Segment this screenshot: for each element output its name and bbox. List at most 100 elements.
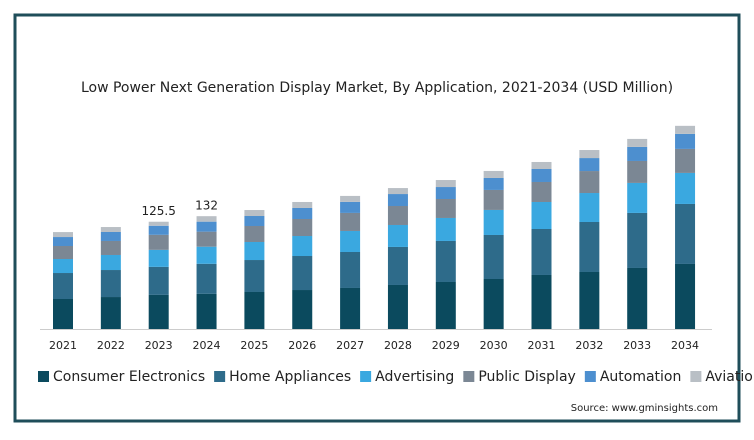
bar-segment <box>244 210 265 217</box>
legend-swatch <box>360 371 372 382</box>
bar-segment <box>148 249 169 267</box>
bar-segment <box>675 125 696 134</box>
bar-segment <box>148 221 169 226</box>
bar-segment <box>244 291 265 329</box>
x-tick-label: 2025 <box>240 339 268 352</box>
bar-segment <box>483 189 504 210</box>
bar-segment <box>196 293 217 329</box>
bar-segment <box>483 279 504 329</box>
bar-segment <box>435 240 456 282</box>
total-label: 125.5 <box>142 204 176 218</box>
bar-segment <box>340 201 361 213</box>
bar-segment <box>196 216 217 222</box>
bar-segment <box>627 212 648 268</box>
bar-segment <box>579 171 600 194</box>
bar-segment <box>53 246 73 259</box>
bar-segment <box>148 294 169 329</box>
bar-segment <box>675 203 696 264</box>
x-tick-label: 2031 <box>528 339 556 352</box>
total-label: 132 <box>195 199 218 213</box>
bar-segment <box>53 237 73 247</box>
bar-segment <box>387 194 408 207</box>
bar-segment <box>196 221 217 232</box>
bar-segment <box>435 217 456 241</box>
source: Source: www.gminsights.com <box>571 403 718 414</box>
x-tick-label: 2023 <box>145 339 173 352</box>
bar-segment <box>627 267 648 329</box>
bar-segment <box>292 207 313 219</box>
bar-segment <box>579 271 600 329</box>
bar-segment <box>292 256 313 291</box>
bar-segment <box>196 246 217 264</box>
legend-swatch <box>463 371 475 382</box>
bar-segment <box>148 225 169 235</box>
x-tick-label: 2022 <box>97 339 125 352</box>
legend-label: Home Appliances <box>229 369 351 385</box>
bar-segment <box>148 266 169 295</box>
bar-segment <box>675 148 696 173</box>
bar-segment <box>244 226 265 242</box>
bar-segment <box>435 199 456 218</box>
bar-segment <box>675 133 696 149</box>
bar-segment <box>483 209 504 235</box>
x-tick-label: 2033 <box>623 339 651 352</box>
x-tick-label: 2021 <box>49 339 77 352</box>
bar-segment <box>675 172 696 204</box>
legend-swatch <box>584 371 596 382</box>
bar-segment <box>579 193 600 222</box>
bar-segment <box>627 138 648 147</box>
chart-title: Low Power Next Generation Display Market… <box>81 80 673 96</box>
bar-segment <box>531 201 552 229</box>
bar-segment <box>435 187 456 199</box>
x-tick-label: 2027 <box>336 339 364 352</box>
x-tick-label: 2029 <box>432 339 460 352</box>
legend-label: Consumer Electronics <box>53 369 205 385</box>
bar-segment <box>292 219 313 237</box>
bar-segment <box>627 146 648 161</box>
bar-segment <box>483 170 504 178</box>
bar-segment <box>100 254 121 271</box>
bar-segment <box>579 158 600 172</box>
bar-segment <box>244 260 265 292</box>
bar-segment <box>627 160 648 183</box>
bar-segment <box>340 230 361 252</box>
bar-segment <box>387 246 408 285</box>
legend-label: Aviation <box>705 369 754 385</box>
bar-segment <box>100 231 121 241</box>
bar-segment <box>579 221 600 272</box>
bar-segment <box>244 216 265 227</box>
legend-label: Public Display <box>478 369 576 385</box>
bar-segment <box>340 251 361 288</box>
bar-segment <box>100 270 121 298</box>
bar-segment <box>100 240 121 255</box>
bar-segment <box>340 212 361 231</box>
bar-segment <box>148 234 169 250</box>
bar-segment <box>340 287 361 329</box>
bar-segment <box>53 299 73 329</box>
bar-segment <box>387 224 408 247</box>
bar-segment <box>53 259 73 274</box>
bar-segment <box>100 297 121 329</box>
bar-segment <box>435 281 456 329</box>
bar-segment <box>531 274 552 329</box>
bar-segment <box>387 188 408 195</box>
frame <box>13 13 741 423</box>
x-tick-label: 2034 <box>671 339 699 352</box>
bar-segment <box>435 180 456 188</box>
bar-segment <box>53 273 73 299</box>
bar-segment <box>292 290 313 329</box>
legend-swatch <box>38 371 49 382</box>
bar-segment <box>483 177 504 190</box>
legend-label: Advertising <box>375 369 454 385</box>
legend-swatch <box>214 371 226 382</box>
bar-segment <box>627 182 648 213</box>
bar-segment <box>196 263 217 294</box>
bar-segment <box>531 181 552 202</box>
bar-segment <box>196 231 217 247</box>
x-tick-label: 2030 <box>480 339 508 352</box>
bar-segment <box>579 150 600 159</box>
bar-segment <box>483 234 504 279</box>
bar-segment <box>340 195 361 202</box>
bar-segment <box>292 236 313 257</box>
